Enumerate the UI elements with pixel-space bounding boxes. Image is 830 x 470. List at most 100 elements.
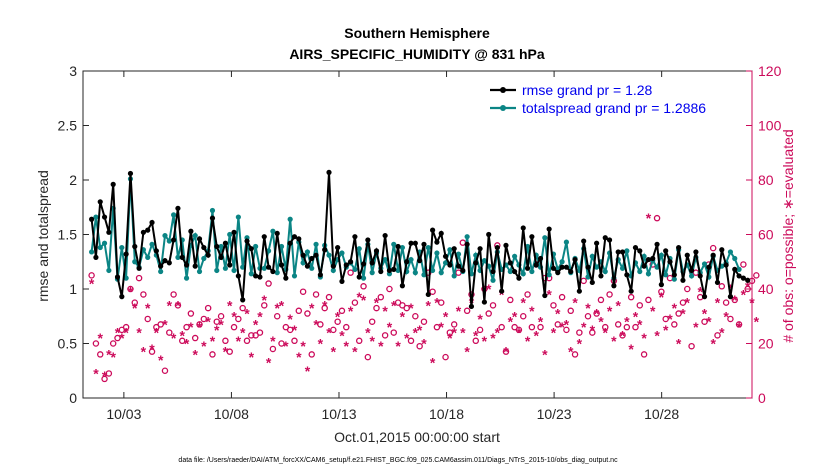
spread-marker [563, 239, 570, 245]
obs-evaluated-marker: * [102, 368, 108, 384]
spread-marker [183, 275, 190, 281]
rmse-marker [153, 248, 159, 254]
obs-possible-marker [135, 274, 143, 282]
legend-label-rmse: rmse grand pr = 1.28 [522, 82, 653, 98]
obs-evaluated-marker: * [421, 336, 427, 352]
obs-possible-marker [286, 326, 294, 334]
spread-marker [360, 275, 367, 281]
obs-possible-marker [295, 307, 303, 315]
rmse-marker [175, 205, 181, 211]
rmse-marker [438, 230, 444, 237]
rmse-marker [235, 273, 241, 279]
spread-marker [291, 273, 298, 279]
obs-evaluated-marker: * [309, 300, 315, 316]
obs-evaluated-marker: * [451, 325, 457, 341]
obs-evaluated-marker: * [141, 344, 147, 360]
obs-possible-marker [662, 315, 669, 323]
obs-possible-marker [343, 323, 350, 331]
spread-marker [736, 266, 742, 272]
rmse-marker [162, 258, 168, 264]
obs-possible-marker [230, 323, 238, 331]
rmse-marker [676, 244, 682, 251]
obs-evaluated-marker: * [723, 308, 729, 324]
rmse-marker [369, 260, 375, 266]
rmse-marker [464, 241, 470, 247]
obs-possible-marker [498, 323, 505, 331]
spread-marker [218, 243, 224, 250]
rmse-marker [171, 237, 177, 243]
rmse-marker [624, 272, 630, 278]
obs-evaluated-marker: * [387, 319, 393, 335]
obs-possible-marker [239, 304, 246, 312]
obs-evaluated-marker: * [732, 292, 738, 308]
rmse-marker [706, 264, 712, 270]
obs-possible-marker [213, 318, 221, 325]
obs-evaluated-marker: * [210, 333, 216, 349]
rmse-marker [408, 240, 414, 246]
rmse-marker [658, 282, 664, 288]
obs-evaluated-marker: * [533, 327, 539, 343]
spread-marker [425, 244, 431, 251]
y2-tick-label: 40 [758, 281, 774, 297]
rmse-marker [378, 268, 384, 275]
rmse-marker [499, 288, 505, 294]
spread-marker [149, 241, 155, 247]
rmse-marker [248, 246, 254, 252]
rmse-marker [468, 303, 475, 310]
rmse-marker [732, 266, 738, 272]
obs-possible-marker [127, 285, 134, 293]
rmse-marker [701, 294, 708, 300]
spread-marker [123, 275, 129, 281]
obs-possible-marker [597, 296, 605, 304]
rmse-marker [598, 273, 604, 279]
rmse-marker [205, 252, 211, 258]
x-tick-label: 10/18 [429, 406, 464, 422]
rmse-marker [412, 240, 418, 246]
rmse-marker [309, 255, 315, 262]
y-tick-label: 0 [69, 390, 77, 406]
obs-evaluated-marker: * [192, 346, 198, 362]
rmse-marker [399, 283, 405, 289]
obs-possible-marker [507, 296, 514, 304]
rmse-marker [572, 256, 578, 263]
obs-evaluated-marker: * [408, 300, 414, 316]
obs-evaluated-marker: * [546, 286, 552, 302]
obs-possible-marker [731, 296, 738, 304]
spread-marker [442, 260, 449, 266]
rmse-marker [529, 234, 535, 240]
obs-possible-marker [407, 337, 415, 345]
obs-evaluated-marker: * [132, 300, 138, 316]
obs-possible-marker [450, 321, 458, 328]
obs-possible-marker [658, 288, 665, 295]
rmse-marker [714, 279, 721, 286]
rmse-marker [270, 268, 276, 275]
x-axis-label: Oct.01,2015 00:00:00 start [334, 429, 500, 445]
obs-possible-marker [623, 323, 631, 331]
spread-marker [451, 273, 457, 279]
obs-evaluated-marker: * [551, 325, 557, 341]
spread-marker [89, 249, 95, 255]
spread-marker [399, 244, 405, 251]
rmse-marker [179, 254, 185, 260]
obs-possible-marker [351, 299, 359, 306]
obs-possible-marker [386, 285, 393, 293]
obs-possible-marker [148, 348, 156, 355]
rmse-marker [632, 244, 639, 251]
obs-evaluated-marker: * [404, 330, 410, 346]
obs-possible-marker [537, 323, 544, 331]
obs-evaluated-marker: * [188, 319, 194, 335]
spread-marker [313, 241, 319, 247]
obs-evaluated-marker: * [516, 325, 522, 341]
obs-evaluated-marker: * [529, 303, 535, 319]
obs-possible-marker [684, 285, 691, 293]
spread-marker [701, 261, 708, 267]
obs-possible-marker [571, 351, 579, 358]
obs-evaluated-marker: * [680, 306, 686, 322]
rmse-marker [231, 229, 237, 235]
spread-marker [192, 232, 198, 239]
obs-evaluated-marker: * [624, 314, 630, 330]
obs-possible-marker [476, 326, 484, 334]
obs-evaluated-marker: * [205, 314, 211, 330]
obs-evaluated-marker: * [279, 297, 285, 313]
obs-possible-marker [92, 340, 100, 347]
